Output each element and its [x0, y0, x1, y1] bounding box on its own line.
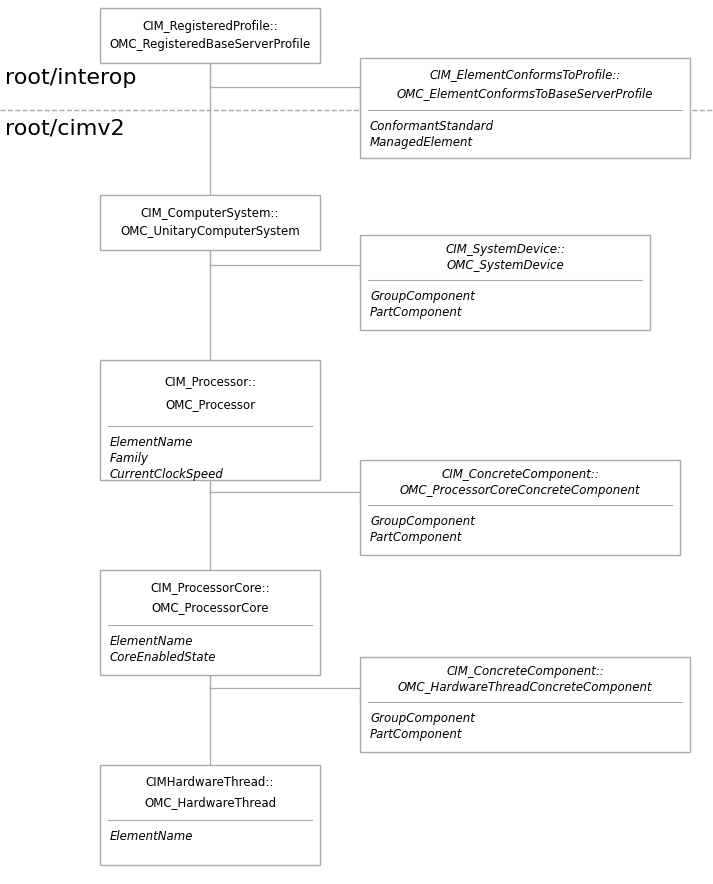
Text: OMC_ProcessorCore: OMC_ProcessorCore — [151, 600, 269, 613]
Text: ElementName: ElementName — [110, 436, 193, 449]
Bar — [100, 195, 320, 250]
Bar — [360, 58, 690, 158]
Text: CIM_SystemDevice::: CIM_SystemDevice:: — [445, 243, 565, 255]
Bar — [100, 765, 320, 865]
Text: GroupComponent: GroupComponent — [370, 514, 475, 528]
Text: OMC_ElementConformsToBaseServerProfile: OMC_ElementConformsToBaseServerProfile — [396, 87, 653, 100]
Text: CIM_Processor::: CIM_Processor:: — [164, 375, 256, 387]
Bar — [100, 8, 320, 63]
Text: OMC_UnitaryComputerSystem: OMC_UnitaryComputerSystem — [120, 225, 300, 239]
Text: OMC_RegisteredBaseServerProfile: OMC_RegisteredBaseServerProfile — [109, 38, 311, 51]
Text: CIM_ProcessorCore::: CIM_ProcessorCore:: — [150, 581, 270, 594]
Text: OMC_Processor: OMC_Processor — [165, 399, 255, 411]
Text: PartComponent: PartComponent — [370, 728, 463, 741]
Text: ManagedElement: ManagedElement — [370, 136, 473, 149]
Text: PartComponent: PartComponent — [370, 306, 463, 318]
Text: CIM_ConcreteComponent::: CIM_ConcreteComponent:: — [441, 468, 599, 481]
Bar — [360, 657, 690, 752]
Text: GroupComponent: GroupComponent — [370, 290, 475, 302]
Text: CurrentClockSpeed: CurrentClockSpeed — [110, 468, 224, 481]
Text: OMC_HardwareThread: OMC_HardwareThread — [144, 796, 276, 809]
Bar — [100, 360, 320, 480]
Text: CoreEnabledState: CoreEnabledState — [110, 651, 217, 664]
Text: CIM_ComputerSystem::: CIM_ComputerSystem:: — [140, 207, 279, 219]
Text: root/cimv2: root/cimv2 — [5, 118, 125, 138]
Text: OMC_HardwareThreadConcreteComponent: OMC_HardwareThreadConcreteComponent — [398, 681, 652, 694]
Text: CIM_ConcreteComponent::: CIM_ConcreteComponent:: — [446, 665, 604, 678]
Text: GroupComponent: GroupComponent — [370, 712, 475, 725]
Text: OMC_ProcessorCoreConcreteComponent: OMC_ProcessorCoreConcreteComponent — [400, 484, 640, 497]
Text: root/interop: root/interop — [5, 68, 136, 88]
Bar — [360, 235, 650, 330]
Text: ConformantStandard: ConformantStandard — [370, 120, 494, 133]
Bar — [100, 570, 320, 675]
Text: OMC_SystemDevice: OMC_SystemDevice — [446, 259, 564, 272]
Text: ElementName: ElementName — [110, 830, 193, 843]
Text: ElementName: ElementName — [110, 635, 193, 648]
Text: Family: Family — [110, 452, 149, 465]
Bar — [360, 460, 680, 555]
Text: CIM_RegisteredProfile::: CIM_RegisteredProfile:: — [142, 19, 278, 33]
Text: CIMHardwareThread::: CIMHardwareThread:: — [146, 776, 275, 789]
Text: PartComponent: PartComponent — [370, 530, 463, 544]
Text: CIM_ElementConformsToProfile::: CIM_ElementConformsToProfile:: — [429, 68, 621, 81]
